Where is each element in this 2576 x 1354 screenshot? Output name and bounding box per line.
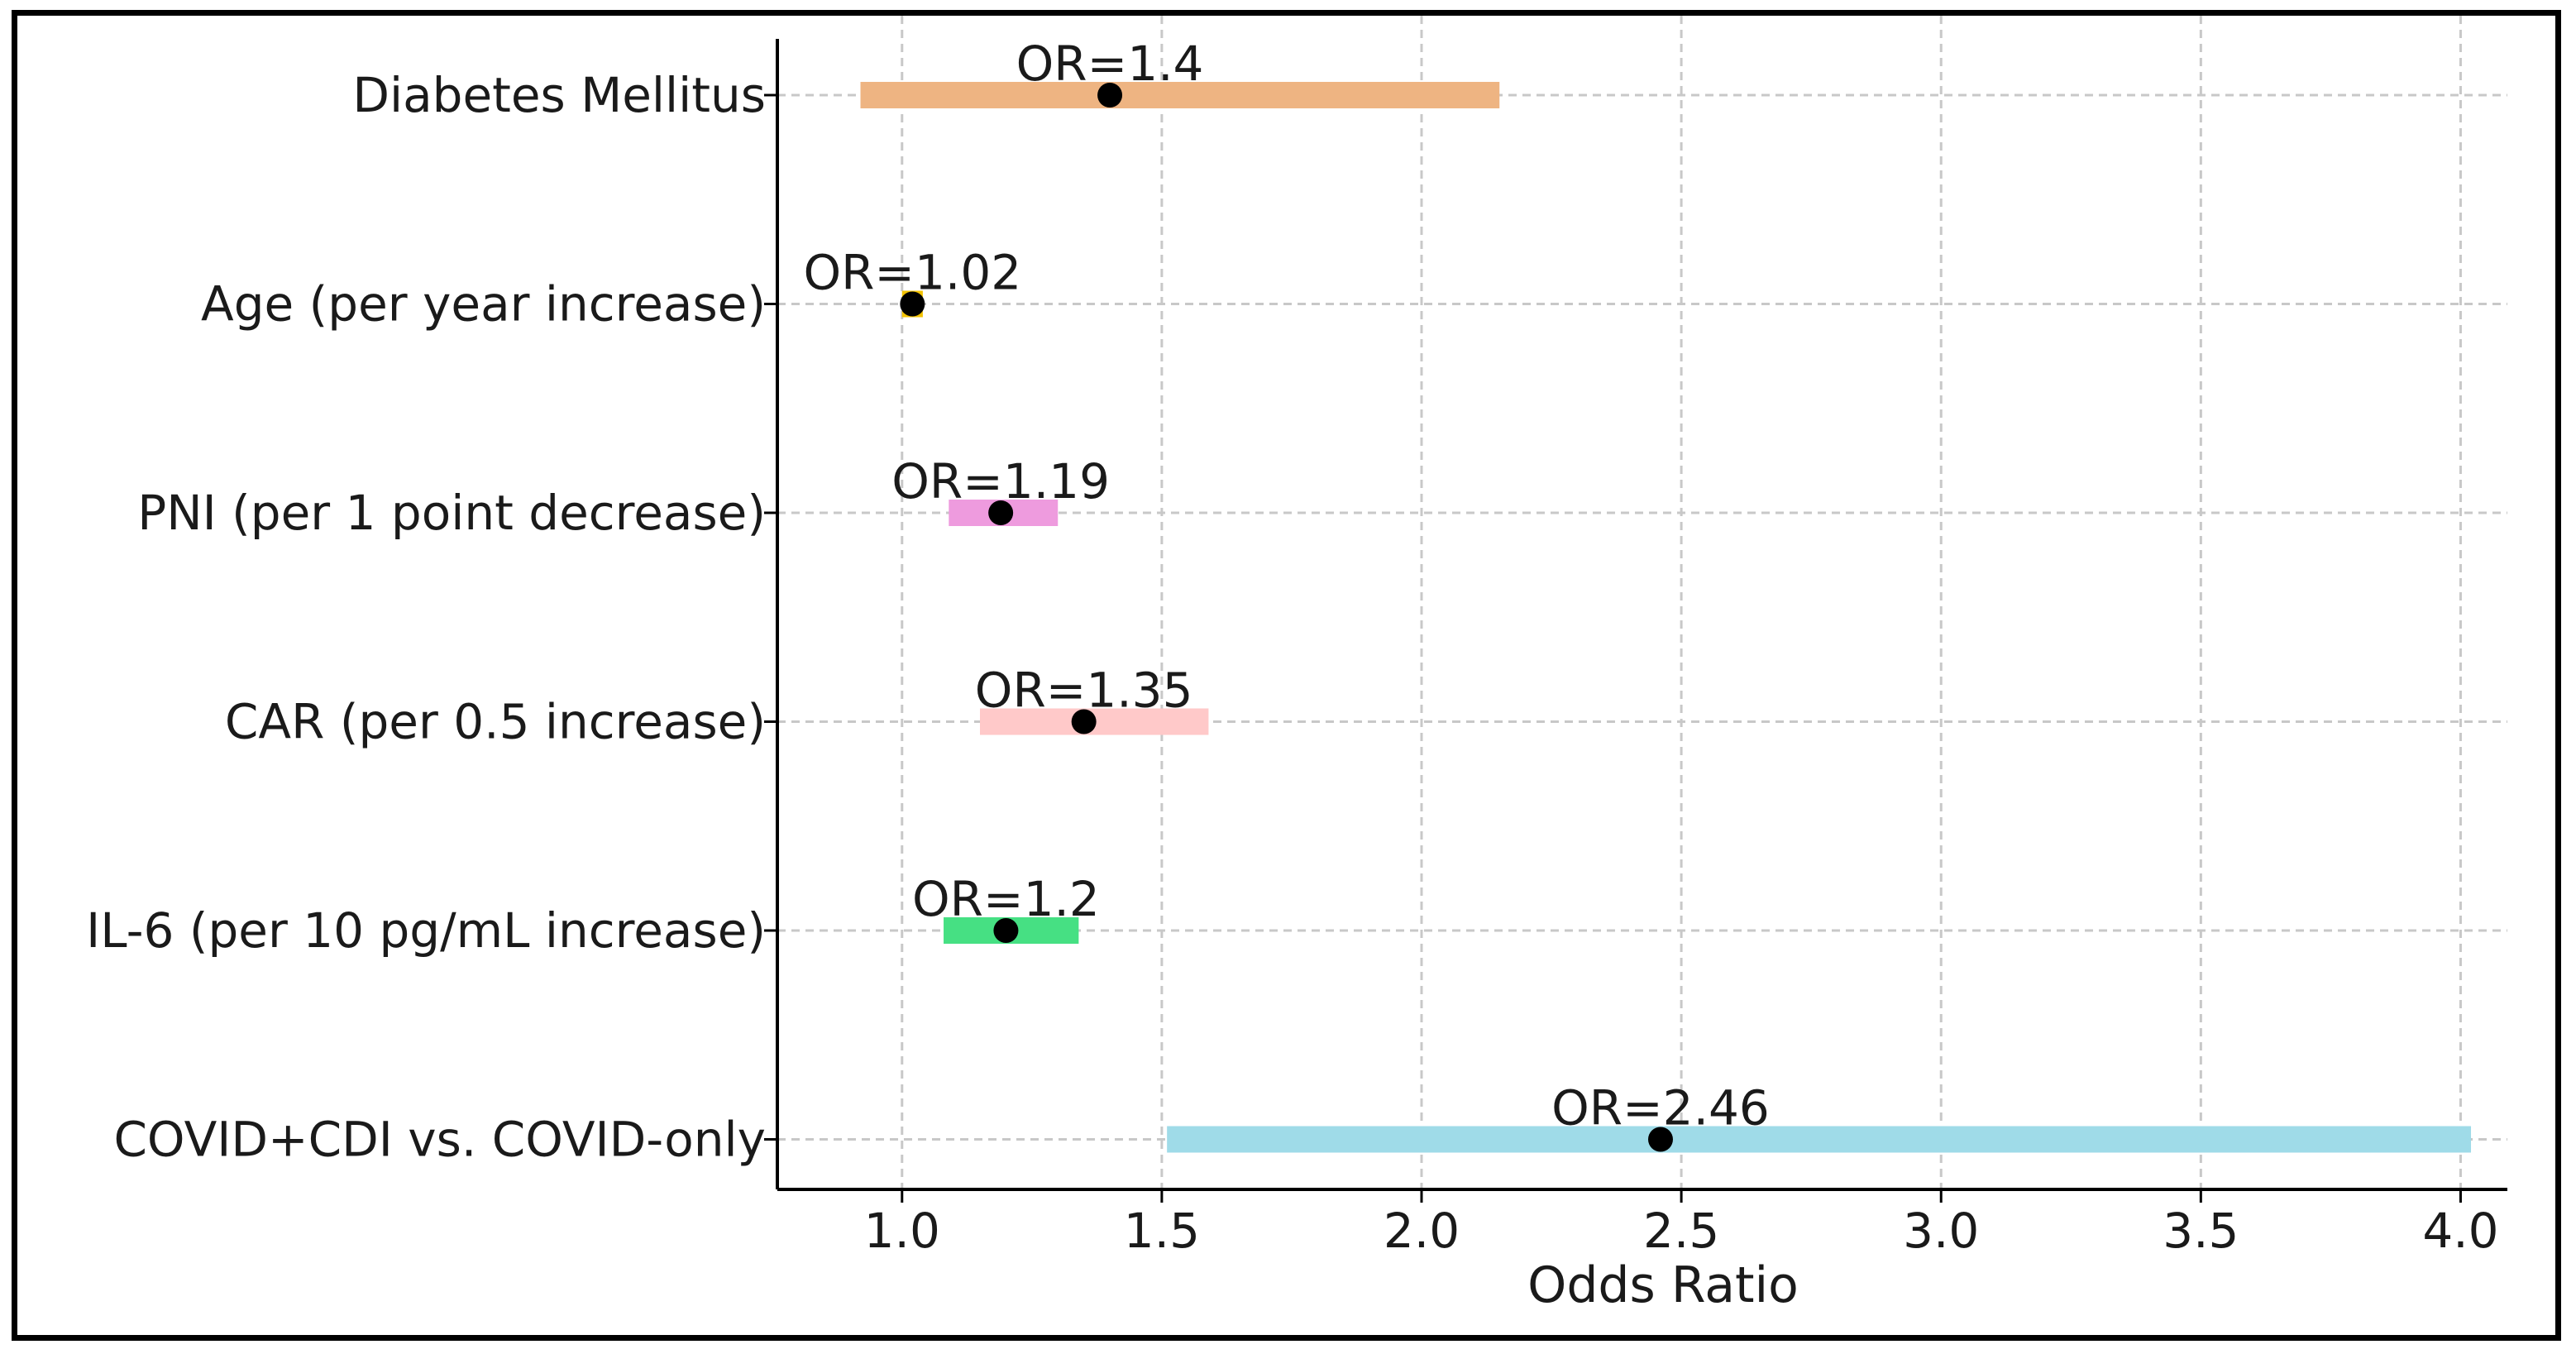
labels-layer: 1.0 1.5 2.0 2.5 3.0 3.5 4.0 Diabetes Mellitus Ag… (86, 36, 2498, 1259)
forest-plot: 1.0 1.5 2.0 2.5 3.0 3.5 4.0 Diabetes Mellitus Ag… (86, 16, 2507, 1314)
or-point (988, 500, 1014, 525)
or-point (1097, 83, 1123, 108)
marks-layer (860, 82, 2472, 1153)
x-tick-label: 3.0 (1903, 1203, 1979, 1259)
x-tick-label: 3.5 (2163, 1203, 2239, 1259)
y-category-label: PNI (per 1 point decrease) (137, 485, 766, 541)
x-tick-label: 2.5 (1643, 1203, 1719, 1259)
x-tick-label: 1.0 (864, 1203, 940, 1259)
or-value-label: OR=1.19 (891, 453, 1110, 510)
y-category-label: IL-6 (per 10 pg/mL increase) (86, 902, 766, 959)
or-value-label: OR=1.35 (975, 663, 1193, 719)
x-tick-label: 1.5 (1124, 1203, 1200, 1259)
or-point (1071, 709, 1097, 734)
ci-bar (860, 82, 1500, 108)
x-tick-label: 2.0 (1384, 1203, 1460, 1259)
y-category-label: COVID+CDI vs. COVID-only (113, 1112, 766, 1168)
ci-bar (1167, 1126, 2472, 1153)
or-point (900, 291, 925, 317)
or-value-label: OR=2.46 (1551, 1080, 1770, 1136)
or-point (1647, 1127, 1673, 1152)
y-category-label: Age (per year increase) (201, 276, 766, 333)
x-tick-label: 4.0 (2422, 1203, 2498, 1259)
or-point (993, 918, 1019, 943)
x-axis-title: Odds Ratio (1527, 1256, 1799, 1314)
axes-layer (764, 39, 2507, 1203)
or-value-label: OR=1.2 (912, 871, 1100, 927)
chart-frame: 1.0 1.5 2.0 2.5 3.0 3.5 4.0 Diabetes Mellitus Ag… (12, 10, 2561, 1341)
or-value-label: OR=1.4 (1016, 36, 1204, 92)
or-value-label: OR=1.02 (803, 245, 1021, 301)
y-category-label: CAR (per 0.5 increase) (225, 694, 766, 750)
y-category-label: Diabetes Mellitus (352, 67, 766, 123)
grid-layer (777, 16, 2507, 1189)
